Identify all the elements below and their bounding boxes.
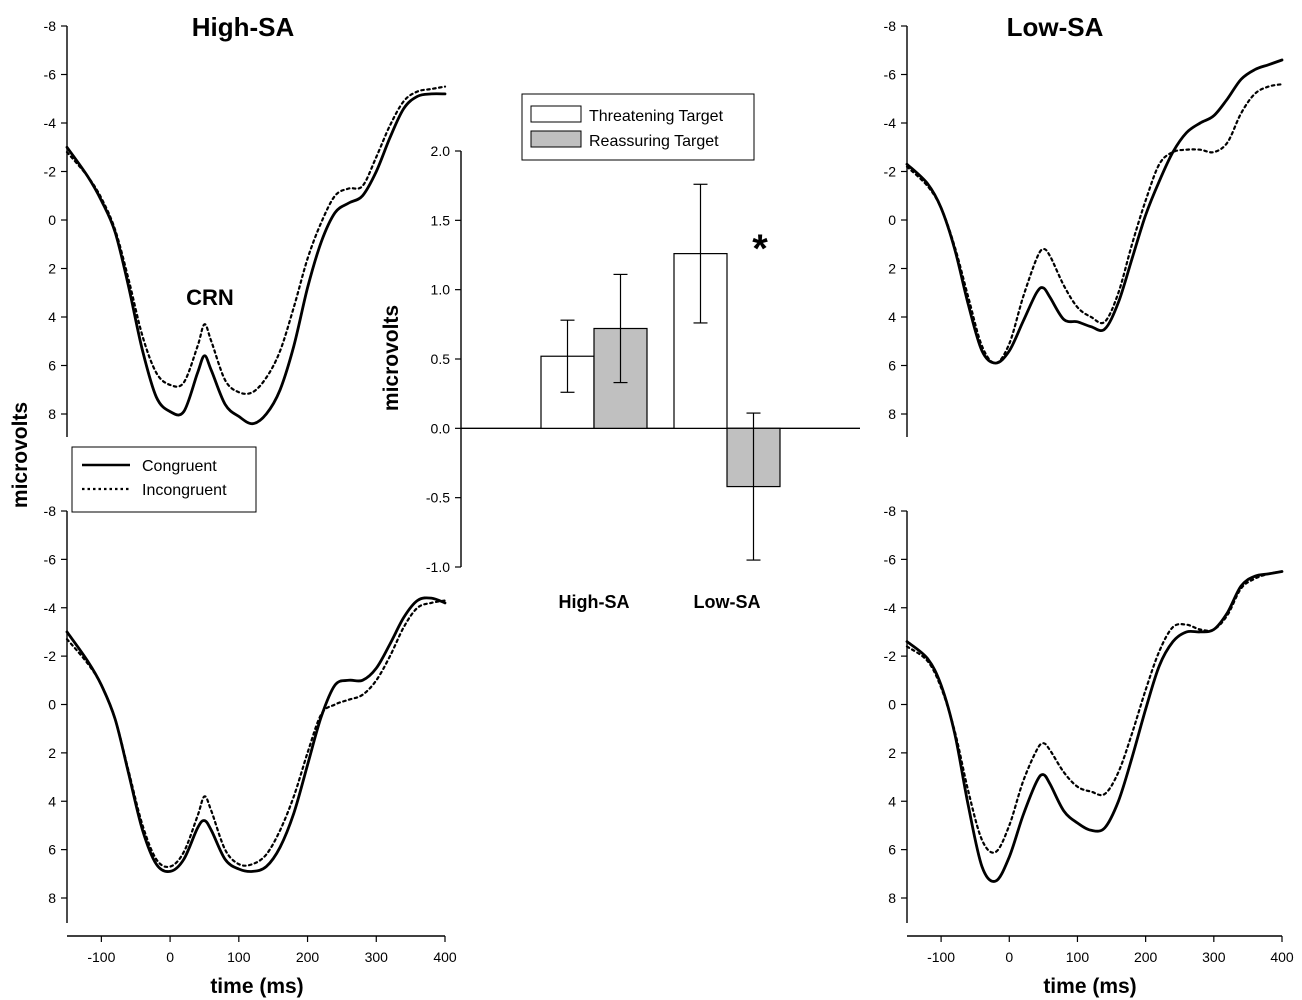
bar-legend-box <box>521 93 755 161</box>
x-tick-label: 0 <box>1005 949 1013 965</box>
title-low-sa: Low-SA <box>1007 12 1104 42</box>
y-tick-label: 2 <box>48 261 56 277</box>
y-tick-label: 8 <box>48 406 56 422</box>
legend-congruent-label: Congruent <box>142 458 217 475</box>
y-tick-label: 0 <box>48 212 56 228</box>
y-tick-label: -8 <box>44 18 57 34</box>
bar-legend: Threatening Target Reassuring Target <box>521 93 755 161</box>
bar-y-tick-label: 1.0 <box>431 282 451 298</box>
y-tick-label: 8 <box>888 890 896 906</box>
x-tick-label: 200 <box>296 949 320 965</box>
bar-y-tick-label: 0.5 <box>431 351 451 367</box>
xlabel-left: time (ms) <box>210 975 303 998</box>
series-congruent-line <box>65 92 447 426</box>
series-congruent-line <box>65 596 447 873</box>
y-tick-label: -2 <box>44 164 57 180</box>
y-tick-label: -2 <box>884 164 897 180</box>
bar-y-tick-label: -0.5 <box>426 490 450 506</box>
x-tick-label: 300 <box>1202 949 1226 965</box>
y-tick-label: -8 <box>884 503 897 519</box>
y-tick-label: -4 <box>44 115 57 131</box>
y-tick-label: -6 <box>44 67 57 83</box>
y-tick-label: -2 <box>44 648 57 664</box>
y-tick-label: 6 <box>48 358 56 374</box>
y-tick-label: 0 <box>888 697 896 713</box>
bar-y-tick-label: 1.5 <box>431 212 451 228</box>
erp-panel-erp-bottom-left: -8 -6 -4 -2 0 2 4 6 8 -100 0 100 200 300 400 <box>44 503 457 965</box>
y-tick-label: 6 <box>888 358 896 374</box>
bar-y-tick-label: -1.0 <box>426 559 450 575</box>
erp-legend-box <box>71 446 257 513</box>
series-incongruent-line <box>65 599 447 869</box>
y-tick-label: 6 <box>888 842 896 858</box>
x-tick-label: 300 <box>365 949 389 965</box>
category-label: High-SA <box>559 592 630 612</box>
series-congruent-line <box>905 58 1284 365</box>
y-tick-label: 0 <box>48 697 56 713</box>
erp-panel-erp-top-right: -8 -6 -4 -2 0 2 4 6 8 <box>884 18 1284 437</box>
erp-legend: Congruent Incongruent <box>71 446 257 513</box>
erp-panel-erp-bottom-right: -8 -6 -4 -2 0 2 4 6 8 -100 0 100 200 300 400 <box>884 503 1294 965</box>
series-incongruent-line <box>905 83 1284 365</box>
bar-ylabel: microvolts <box>380 305 403 411</box>
legend-reassuring-label: Reassuring Target <box>589 133 719 150</box>
crn-annotation: CRN <box>186 285 234 310</box>
erp-panel-erp-top-left: -8 -6 -4 -2 0 2 4 6 8 <box>44 18 447 437</box>
x-tick-label: 400 <box>433 949 457 965</box>
series-incongruent-line <box>905 570 1284 854</box>
y-tick-label: -6 <box>44 551 57 567</box>
bar-y-tick-label: 0.0 <box>431 420 451 436</box>
y-tick-label: -4 <box>44 600 57 616</box>
legend-threatening-swatch <box>530 105 582 123</box>
category-label: Low-SA <box>694 592 761 612</box>
y-tick-label: 4 <box>48 793 56 809</box>
x-tick-label: -100 <box>87 949 115 965</box>
series-incongruent-line <box>65 85 447 395</box>
bar-y-tick-label: 2.0 <box>431 143 451 159</box>
x-tick-label: 0 <box>166 949 174 965</box>
y-tick-label: 6 <box>48 842 56 858</box>
y-tick-label: -4 <box>884 115 897 131</box>
y-tick-label: 8 <box>888 406 896 422</box>
y-tick-label: -8 <box>884 18 897 34</box>
x-tick-label: 200 <box>1134 949 1158 965</box>
title-high-sa: High-SA <box>192 12 295 42</box>
significance-marker: * <box>752 227 768 271</box>
erp-ylabel: microvolts <box>9 402 32 508</box>
y-tick-label: 4 <box>888 793 896 809</box>
y-tick-label: -6 <box>884 551 897 567</box>
x-tick-label: -100 <box>927 949 955 965</box>
y-tick-label: 2 <box>888 261 896 277</box>
x-tick-label: 400 <box>1270 949 1294 965</box>
legend-threatening-label: Threatening Target <box>589 108 724 125</box>
y-tick-label: -6 <box>884 67 897 83</box>
y-tick-label: -2 <box>884 648 897 664</box>
y-tick-label: 4 <box>48 309 56 325</box>
y-tick-label: 2 <box>888 745 896 761</box>
y-tick-label: 2 <box>48 745 56 761</box>
y-tick-label: 4 <box>888 309 896 325</box>
y-tick-label: -4 <box>884 600 897 616</box>
y-tick-label: -8 <box>44 503 57 519</box>
y-tick-label: 0 <box>888 212 896 228</box>
xlabel-right: time (ms) <box>1043 975 1136 998</box>
legend-incongruent-label: Incongruent <box>142 482 227 499</box>
x-tick-label: 100 <box>1066 949 1090 965</box>
legend-reassuring-swatch <box>530 130 582 148</box>
bar-chart-panel: 2.0 1.5 1.0 0.5 0.0 -0.5 -1.0 High-SA Low-SA <box>426 143 860 612</box>
y-tick-label: 8 <box>48 890 56 906</box>
x-tick-label: 100 <box>227 949 251 965</box>
